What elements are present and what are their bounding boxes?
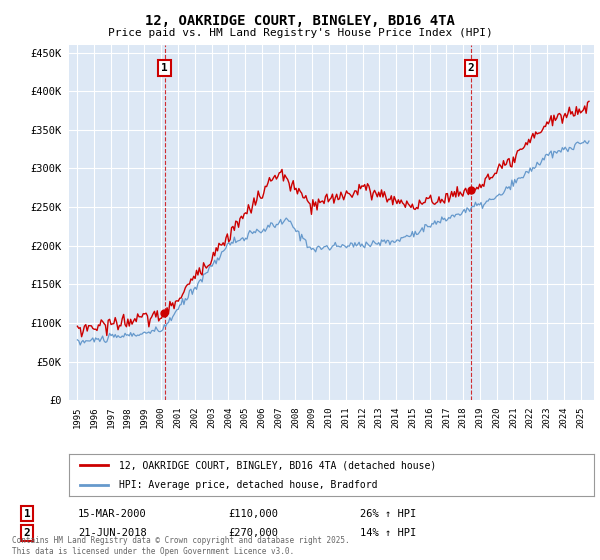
Text: £110,000: £110,000: [228, 508, 278, 519]
Text: Contains HM Land Registry data © Crown copyright and database right 2025.
This d: Contains HM Land Registry data © Crown c…: [12, 536, 350, 556]
Text: £270,000: £270,000: [228, 528, 278, 538]
Text: 2: 2: [23, 528, 31, 538]
Text: 1: 1: [23, 508, 31, 519]
Text: 26% ↑ HPI: 26% ↑ HPI: [360, 508, 416, 519]
Text: 15-MAR-2000: 15-MAR-2000: [78, 508, 147, 519]
Text: 2: 2: [467, 63, 475, 73]
Text: 12, OAKRIDGE COURT, BINGLEY, BD16 4TA (detached house): 12, OAKRIDGE COURT, BINGLEY, BD16 4TA (d…: [119, 460, 436, 470]
Text: 21-JUN-2018: 21-JUN-2018: [78, 528, 147, 538]
Text: Price paid vs. HM Land Registry's House Price Index (HPI): Price paid vs. HM Land Registry's House …: [107, 28, 493, 38]
Text: 1: 1: [161, 63, 168, 73]
Text: HPI: Average price, detached house, Bradford: HPI: Average price, detached house, Brad…: [119, 480, 377, 490]
Text: 12, OAKRIDGE COURT, BINGLEY, BD16 4TA: 12, OAKRIDGE COURT, BINGLEY, BD16 4TA: [145, 14, 455, 28]
Text: 14% ↑ HPI: 14% ↑ HPI: [360, 528, 416, 538]
